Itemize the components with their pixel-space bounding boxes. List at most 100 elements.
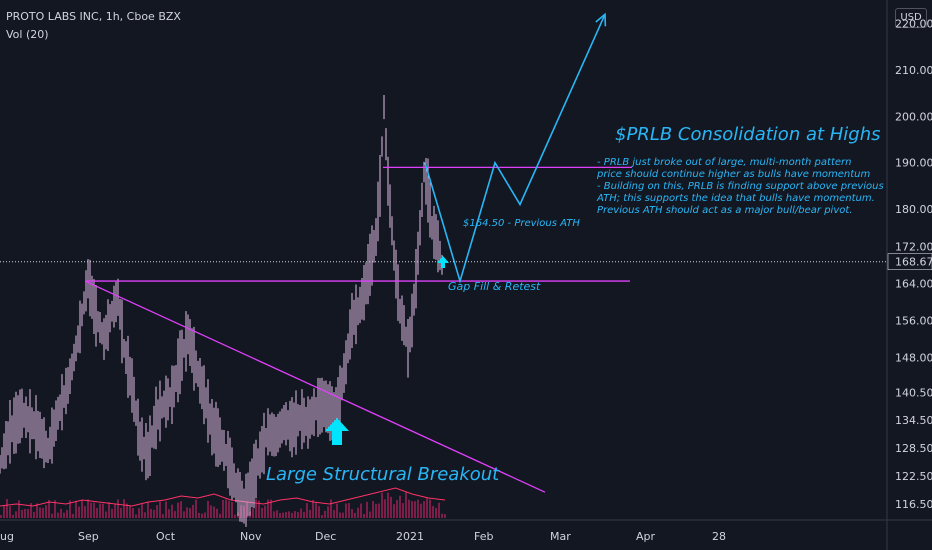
volume-bar [252, 508, 254, 518]
volume-bar [306, 503, 308, 518]
annotation-title: $PRLB Consolidation at Highs [615, 124, 881, 145]
volume-bar [309, 509, 311, 518]
volume-bar [279, 513, 281, 518]
last-price-box [887, 253, 932, 271]
volume-bar [54, 500, 56, 518]
volume-bar [159, 501, 161, 518]
annotation-gap-fill: Gap Fill & Retest [448, 280, 541, 293]
annotation-note-1: - PRLB just broke out of large, multi-mo… [597, 157, 851, 168]
volume-bar [51, 513, 53, 518]
volume-bar [183, 511, 185, 518]
volume-bar [234, 514, 236, 518]
volume-ma-line [0, 487, 446, 507]
volume-bar [126, 503, 128, 518]
volume-bar [369, 511, 371, 518]
projection-arrowhead-icon [595, 12, 607, 27]
price-tick-label: 140.50 [895, 386, 932, 399]
volume-bar [177, 502, 179, 518]
volume-bar [288, 511, 290, 518]
volume-bar [396, 500, 398, 518]
volume-bar [426, 498, 428, 518]
volume-bar [102, 503, 104, 518]
volume-bar [381, 492, 383, 518]
volume-bar [45, 505, 47, 518]
volume-bar [114, 504, 116, 518]
volume-bar [390, 496, 392, 518]
volume-bar [312, 499, 314, 518]
currency-button[interactable]: USD [895, 8, 927, 28]
volume-bar [21, 509, 23, 518]
volume-bar [99, 503, 101, 518]
volume-bar [63, 512, 65, 518]
volume-bar [273, 511, 275, 518]
volume-bar [315, 503, 317, 518]
time-axis-label: Apr [636, 530, 656, 543]
volume-bar [333, 510, 335, 518]
volume-bar [213, 506, 215, 518]
volume-bar [48, 499, 50, 518]
price-tick-label: 180.00 [895, 203, 932, 216]
last-price-label: 168.67 [895, 256, 932, 269]
volume-bar [105, 511, 107, 518]
price-tick-label: 122.50 [895, 470, 932, 483]
volume-bar [33, 511, 35, 518]
price-tick-label: 220.00 [895, 18, 932, 31]
volume-bar [66, 509, 68, 518]
volume-bar [282, 512, 284, 518]
volume-bar [360, 503, 362, 518]
volume-bar [69, 500, 71, 518]
time-axis-label: ug [0, 530, 14, 543]
volume-bar [366, 501, 368, 518]
time-axis-label: 2021 [396, 530, 424, 543]
volume-bar [120, 507, 122, 518]
volume-bar [135, 514, 137, 518]
price-tick-label: 148.00 [895, 352, 932, 365]
volume-bar [15, 511, 17, 518]
volume-bar [351, 509, 353, 518]
volume-bar [432, 505, 434, 518]
volume-bar [330, 499, 332, 518]
volume-bar [336, 503, 338, 518]
volume-bar [318, 506, 320, 518]
price-tick-label: 134.50 [895, 414, 932, 427]
volume-bar [60, 508, 62, 518]
volume-bar [240, 505, 242, 518]
volume-bar [339, 512, 341, 518]
volume-bar [246, 501, 248, 518]
volume-bar [321, 514, 323, 518]
volume-bar [78, 506, 80, 518]
volume-bar [261, 507, 263, 518]
price-tick-label: 156.00 [895, 314, 932, 327]
volume-bar [267, 499, 269, 518]
volume-bar [141, 504, 143, 518]
annotation-breakout: Large Structural Breakout [266, 464, 500, 485]
volume-bar [144, 512, 146, 518]
volume-bar [417, 499, 419, 518]
volume-bar [30, 503, 32, 518]
volume-bar [171, 504, 173, 518]
volume-bar [39, 507, 41, 518]
volume-bar [291, 512, 293, 518]
volume-bar [138, 508, 140, 518]
volume-bar [270, 499, 272, 518]
volume-bar [3, 505, 5, 518]
volume-bar [414, 501, 416, 518]
volume-bar [423, 501, 425, 518]
volume-bar [372, 501, 374, 518]
volume-bar [57, 512, 59, 518]
time-axis-label: 28 [712, 530, 726, 543]
volume-bar [186, 507, 188, 518]
volume-bar [72, 513, 74, 518]
volume-bar [12, 514, 14, 518]
volume-bar [363, 513, 365, 518]
price-tick-label: 116.50 [895, 498, 932, 511]
annotation-note-5: Previous ATH should act as a major bull/… [597, 205, 852, 216]
volume-bar [174, 511, 176, 518]
annotation-note-3: - Building on this, PRLB is finding supp… [597, 181, 884, 192]
volume-bar [192, 504, 194, 518]
time-axis-label: Nov [240, 530, 262, 543]
annotation-note-4: ATH; this supports the idea that bulls h… [596, 193, 875, 204]
volume-bar [123, 499, 125, 518]
volume-bar [264, 505, 266, 518]
